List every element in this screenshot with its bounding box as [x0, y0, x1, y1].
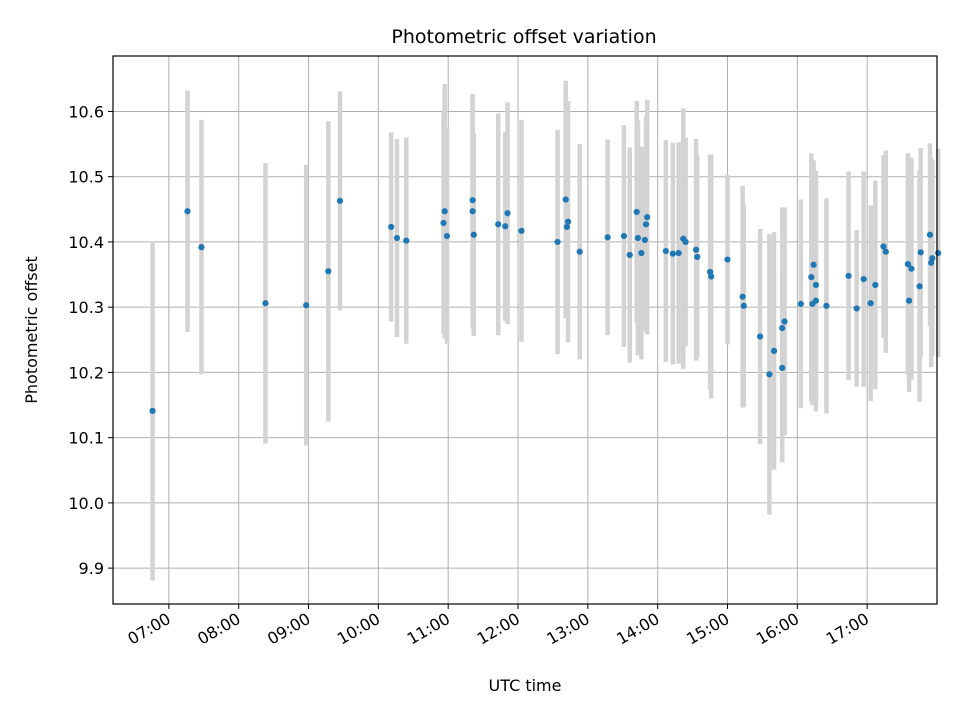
- data-point: [908, 265, 915, 272]
- data-point: [708, 273, 715, 280]
- data-point: [860, 276, 867, 283]
- data-point: [576, 248, 583, 255]
- data-point: [882, 248, 889, 255]
- data-point: [675, 249, 682, 257]
- data-point: [638, 249, 645, 257]
- data-point: [797, 300, 804, 308]
- data-point: [641, 236, 648, 244]
- data-point: [808, 274, 815, 281]
- y-tick-label: 10.4: [68, 233, 104, 252]
- y-tick-label: 10.6: [68, 102, 104, 121]
- data-point: [724, 256, 731, 263]
- data-point: [626, 251, 633, 259]
- data-point: [682, 238, 689, 246]
- y-tick-label: 10.0: [68, 494, 104, 513]
- grid-lines: [113, 56, 937, 604]
- y-axis-label: Photometric offset: [22, 256, 41, 404]
- data-point: [303, 302, 310, 309]
- data-point: [518, 227, 525, 234]
- data-point: [766, 371, 773, 378]
- data-point: [779, 364, 786, 371]
- chart-title: Photometric offset variation: [391, 26, 656, 48]
- data-point: [905, 297, 913, 304]
- y-axis-ticks: 9.9 10.0 10.1 10.2 10.3 10.4 10.5 10.6: [68, 102, 113, 578]
- data-points: [149, 196, 942, 414]
- y-tick-label: 10.1: [68, 429, 104, 448]
- data-point: [812, 281, 820, 289]
- data-point: [198, 244, 205, 251]
- y-tick-label: 10.5: [68, 168, 104, 187]
- plot-frame: [112, 55, 938, 605]
- data-point: [469, 197, 476, 204]
- data-point: [184, 208, 191, 215]
- data-point: [495, 221, 502, 228]
- data-point: [740, 302, 747, 309]
- data-point: [642, 221, 650, 228]
- data-point: [604, 234, 611, 241]
- data-point: [504, 210, 511, 217]
- data-point: [926, 231, 934, 238]
- data-point: [916, 283, 923, 290]
- data-point: [904, 261, 912, 268]
- data-point: [393, 234, 401, 242]
- data-point: [739, 293, 746, 300]
- data-point: [620, 232, 628, 240]
- x-axis-label: UTC time: [489, 676, 562, 695]
- data-point: [867, 300, 874, 307]
- data-point: [694, 253, 701, 261]
- data-point: [554, 238, 561, 246]
- data-point: [262, 300, 269, 307]
- data-point: [633, 208, 640, 216]
- data-point: [403, 237, 410, 244]
- data-point: [853, 305, 860, 312]
- data-point: [669, 250, 676, 257]
- data-point: [662, 247, 669, 255]
- data-point: [929, 255, 936, 262]
- data-point: [823, 302, 830, 309]
- data-point: [443, 232, 451, 240]
- data-point: [644, 214, 651, 221]
- data-point: [756, 333, 764, 340]
- y-tick-label: 10.3: [68, 298, 104, 317]
- data-point: [149, 407, 156, 414]
- y-tick-label: 10.2: [68, 363, 104, 382]
- data-point: [470, 231, 477, 238]
- data-point: [388, 223, 395, 231]
- data-point: [779, 324, 786, 332]
- data-point: [845, 272, 852, 279]
- data-point: [634, 234, 641, 242]
- data-point: [810, 261, 817, 268]
- y-tick-label: 9.9: [79, 559, 104, 578]
- data-point: [692, 246, 700, 253]
- data-point: [872, 281, 879, 289]
- data-point: [502, 223, 509, 230]
- data-point: [563, 223, 570, 231]
- data-point: [336, 197, 344, 204]
- data-point: [564, 218, 572, 225]
- data-point: [770, 347, 778, 354]
- data-point: [812, 297, 820, 304]
- data-point: [325, 268, 332, 275]
- data-point: [880, 243, 887, 250]
- data-point: [562, 196, 569, 203]
- data-point: [935, 249, 942, 257]
- data-point: [781, 318, 788, 325]
- data-point: [469, 208, 476, 215]
- data-point: [917, 249, 924, 256]
- data-point: [440, 219, 447, 227]
- data-point: [441, 208, 448, 215]
